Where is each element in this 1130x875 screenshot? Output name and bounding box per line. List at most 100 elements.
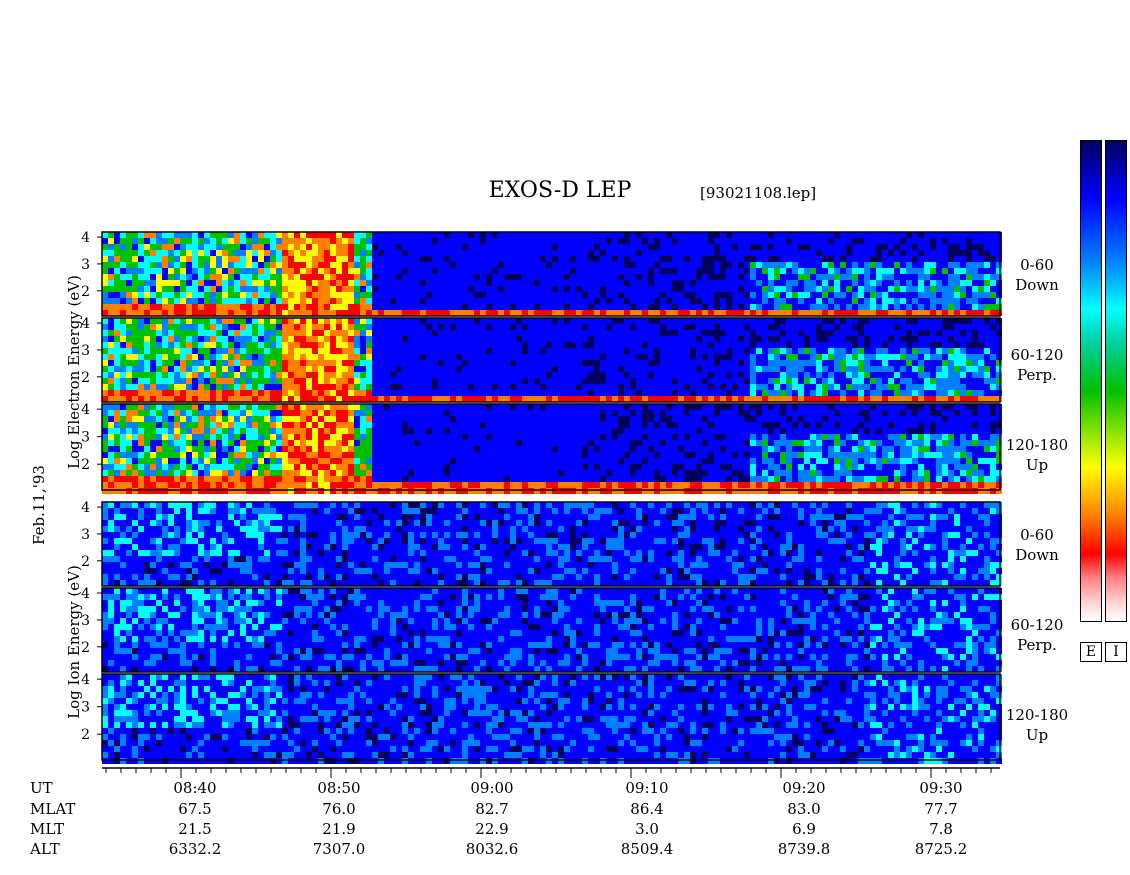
spectrogram-cell [534,310,540,316]
spectrogram-cell [252,256,258,262]
spectrogram-cell [126,274,132,280]
spectrogram-cell [192,280,198,286]
spectrogram-cell [174,298,180,304]
spectrogram-cell [462,336,468,342]
spectrogram-cell [528,256,534,262]
spectrogram-cell [510,256,516,262]
spectrogram-cell [558,304,564,310]
spectrogram-cell [582,310,588,316]
spectrogram-cell [582,390,588,396]
spectrogram-cell [402,396,408,402]
spectrogram-cell [450,318,456,324]
spectrogram-cell [108,360,114,366]
spectrogram-cell [918,292,924,298]
spectrogram-cell [504,310,510,316]
spectrogram-cell [828,298,834,304]
spectrogram-cell [204,452,210,458]
spectrogram-cell [750,274,756,280]
spectrogram-cell [960,292,966,298]
spectrogram-cell [870,384,876,390]
spectrogram-cell [750,366,756,372]
spectrogram-cell [360,476,366,482]
spectrogram-cell [672,256,678,262]
spectrogram-cell [438,262,444,268]
spectrogram-cell [120,360,126,366]
spectrogram-cell [324,470,330,476]
spectrogram-cell [228,378,234,384]
spectrogram-cell [486,304,492,310]
spectrogram-cell [642,324,648,330]
spectrogram-cell [168,434,174,440]
spectrogram-cell [678,298,684,304]
spectrogram-cell [996,324,1002,330]
spectrogram-cell [822,390,828,396]
spectrogram-cell [222,304,228,310]
spectrogram-cell [528,378,534,384]
spectrogram-cell [138,244,144,250]
spectrogram-cell [174,404,180,410]
spectrogram-cell [516,274,522,280]
spectrogram-cell [120,342,126,348]
spectrogram-cell [804,390,810,396]
spectrogram-cell [612,298,618,304]
spectrogram-cell [714,390,720,396]
spectrogram-cell [768,378,774,384]
spectrogram-cell [378,372,384,378]
spectrogram-cell [666,324,672,330]
spectrogram-cell [522,274,528,280]
spectrogram-cell [798,244,804,250]
spectrogram-cell [114,410,120,416]
spectrogram-cell [954,256,960,262]
spectrogram-cell [378,262,384,268]
spectrogram-cell [582,256,588,262]
spectrogram-cell [288,324,294,330]
spectrogram-cell [432,342,438,348]
spectrogram-cell [312,268,318,274]
spectrogram-cell [330,330,336,336]
spectrogram-cell [186,336,192,342]
spectrogram-cell [462,238,468,244]
spectrogram-cell [288,250,294,256]
spectrogram-cell [552,250,558,256]
spectrogram-cell [216,330,222,336]
spectrogram-cell [438,304,444,310]
spectrogram-cell [774,366,780,372]
spectrogram-cell [948,324,954,330]
spectrogram-cell [762,348,768,354]
spectrogram-cell [180,464,186,470]
spectrogram-cell [270,366,276,372]
spectrogram-cell [288,470,294,476]
spectrogram-cell [162,324,168,330]
spectrogram-cell [372,232,378,238]
spectrogram-cell [336,232,342,238]
spectrogram-cell [228,476,234,482]
spectrogram-cell [816,360,822,366]
spectrogram-cell [294,366,300,372]
spectrogram-cell [978,330,984,336]
spectrogram-cell [570,310,576,316]
spectrogram-cell [186,256,192,262]
spectrogram-cell [894,310,900,316]
spectrogram-cell [456,318,462,324]
spectrogram-cell [720,366,726,372]
spectrogram-cell [294,250,300,256]
spectrogram-cell [846,354,852,360]
spectrogram-cell [246,304,252,310]
spectrogram-cell [330,336,336,342]
spectrogram-cell [636,336,642,342]
spectrogram-cell [732,262,738,268]
spectrogram-cell [780,262,786,268]
spectrogram-cell [822,286,828,292]
spectrogram-cell [888,318,894,324]
spectrogram-cell [288,310,294,316]
spectrogram-cell [258,318,264,324]
spectrogram-cell [690,384,696,390]
spectrogram-cell [294,464,300,470]
spectrogram-cell [996,330,1002,336]
spectrogram-cell [630,310,636,316]
spectrogram-cell [684,342,690,348]
spectrogram-cell [210,470,216,476]
spectrogram-cell [558,360,564,366]
spectrogram-cell [180,416,186,422]
spectrogram-cell [270,256,276,262]
